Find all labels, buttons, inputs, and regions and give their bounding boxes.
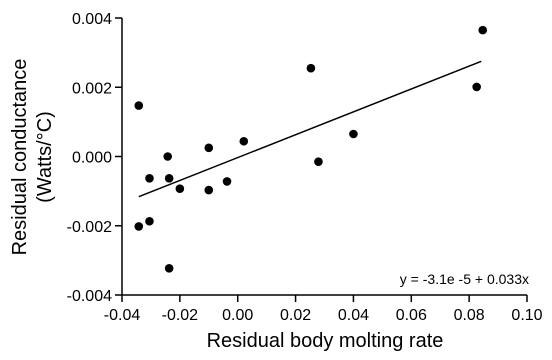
x-tick-label: 0.10 <box>511 307 542 324</box>
data-point <box>478 25 488 35</box>
x-tick-label: 0.02 <box>280 307 311 324</box>
x-tick-label: 0.00 <box>222 307 253 324</box>
x-tick-label: 0.06 <box>396 307 427 324</box>
data-point <box>134 101 144 110</box>
x-ticks: -0.04 -0.02 0.00 0.02 0.04 0.06 0.08 0.10 <box>104 295 543 324</box>
data-point <box>239 136 249 146</box>
regression-line-group <box>138 60 482 198</box>
data-point <box>222 177 232 186</box>
data-points <box>134 25 488 273</box>
y-tick-label: 0.000 <box>72 150 112 167</box>
data-point <box>349 129 358 139</box>
data-point <box>314 157 323 166</box>
data-point <box>472 82 481 92</box>
data-point <box>145 216 154 226</box>
y-ticks: -0.004 -0.002 0.000 0.002 0.004 <box>67 11 122 305</box>
data-point <box>145 174 154 183</box>
y-axis-title-line-1: Residual conductance <box>9 59 31 256</box>
data-point <box>175 184 185 194</box>
x-tick-label: 0.04 <box>338 307 369 324</box>
data-point <box>164 174 174 183</box>
data-point <box>204 143 214 153</box>
y-axis-title-line-2: (Watts/°C) <box>34 111 56 203</box>
x-axis-title: Residual body molting rate <box>207 330 444 352</box>
data-point <box>164 264 174 273</box>
x-tick-label: -0.04 <box>104 307 141 324</box>
data-point <box>306 63 316 73</box>
regression-line <box>138 60 482 198</box>
x-tick-label: 0.08 <box>454 307 485 324</box>
axes <box>121 18 527 296</box>
y-tick-label: -0.002 <box>67 219 112 236</box>
x-tick-label: -0.02 <box>162 307 199 324</box>
y-tick-label: 0.002 <box>72 80 112 97</box>
y-tick-label: -0.004 <box>67 288 112 305</box>
y-tick-label: 0.004 <box>72 11 112 28</box>
data-point <box>204 185 214 195</box>
data-point <box>163 152 173 161</box>
data-point <box>134 222 144 231</box>
regression-equation: y = -3.1e -5 + 0.033x <box>400 271 529 287</box>
